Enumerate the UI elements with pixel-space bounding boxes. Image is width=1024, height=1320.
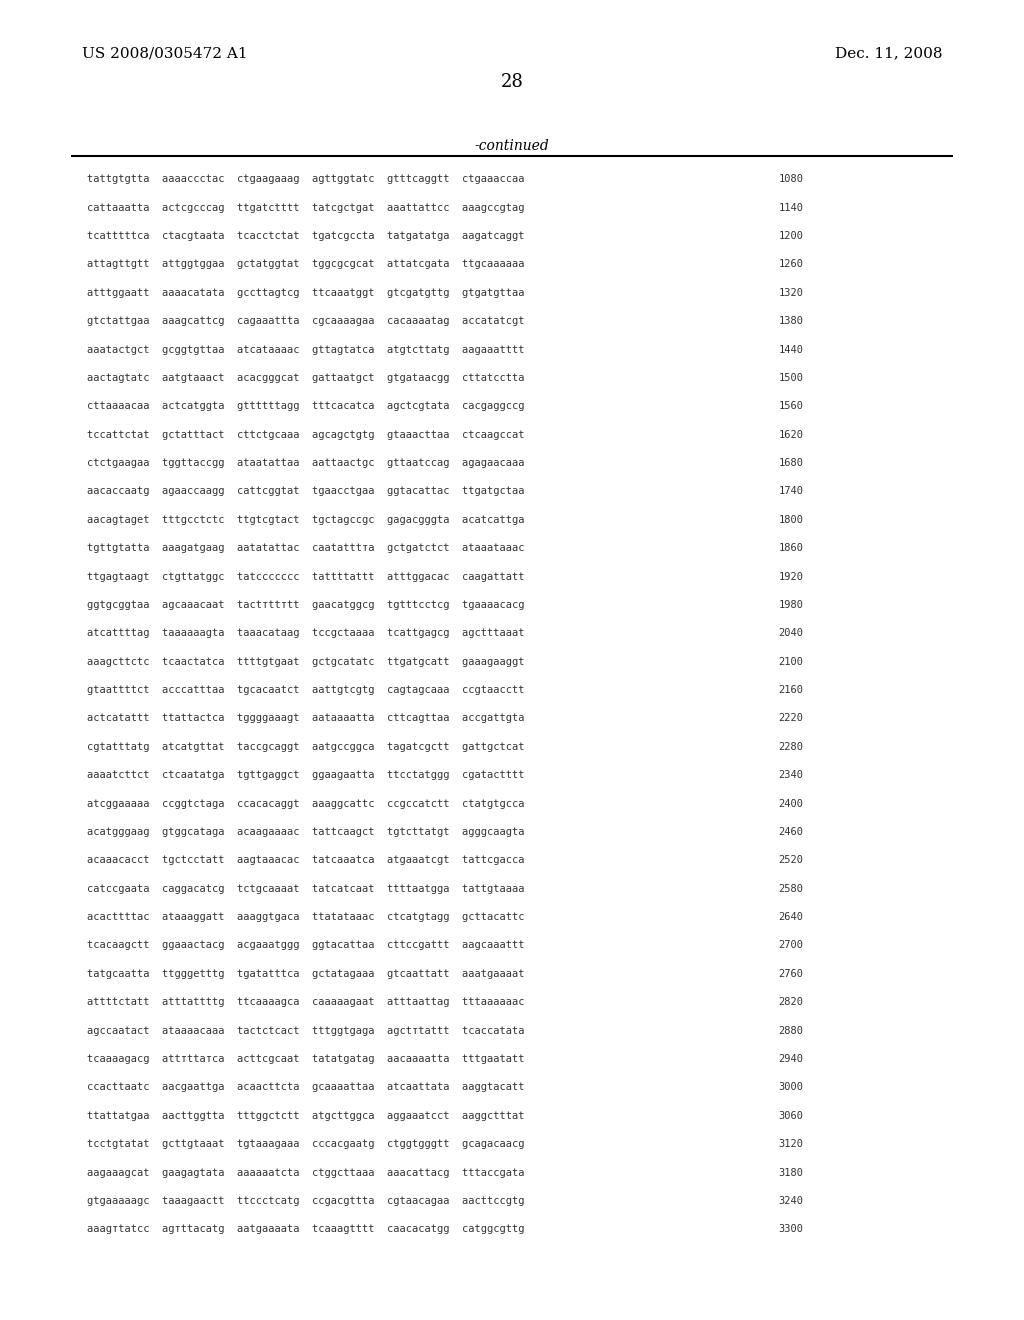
Text: -continued: -continued	[475, 139, 549, 153]
Text: 2760: 2760	[778, 969, 803, 979]
Text: ccacttaatc  aacgaattga  acaacttcta  gcaaaattaa  atcaattata  aaggtacatt: ccacttaatc aacgaattga acaacttcta gcaaaat…	[87, 1082, 524, 1093]
Text: 2400: 2400	[778, 799, 803, 809]
Text: Dec. 11, 2008: Dec. 11, 2008	[835, 46, 942, 61]
Text: 2700: 2700	[778, 940, 803, 950]
Text: 2820: 2820	[778, 998, 803, 1007]
Text: aactagtatc  aatgtaaact  acacgggcat  gattaatgct  gtgataacgg  cttatcctta: aactagtatc aatgtaaact acacgggcat gattaat…	[87, 372, 524, 383]
Text: atcggaaaaa  ccggtctaga  ccacacaggt  aaaggcattc  ccgccatctt  ctatgtgcca: atcggaaaaa ccggtctaga ccacacaggt aaaggca…	[87, 799, 524, 809]
Text: 2880: 2880	[778, 1026, 803, 1036]
Text: aacagtaget  tttgcctctc  ttgtcgtact  tgctagccgc  gagacgggta  acatcattga: aacagtaget tttgcctctc ttgtcgtact tgctagc…	[87, 515, 524, 525]
Text: tcacaagctt  ggaaactacg  acgaaatggg  ggtacattaa  cttccgattt  aagcaaattt: tcacaagctt ggaaactacg acgaaatggg ggtacat…	[87, 940, 524, 950]
Text: 2640: 2640	[778, 912, 803, 923]
Text: tcaaaagacg  attтttатca  acttcgcaat  tatatgatag  aacaaaatta  tttgaatatt: tcaaaagacg attтttатca acttcgcaat tatatga…	[87, 1053, 524, 1064]
Text: gtaattttct  acccatttaa  tgcacaatct  aattgtcgtg  cagtagcaaa  ccgtaacctt: gtaattttct acccatttaa tgcacaatct aattgtc…	[87, 685, 524, 696]
Text: agccaatact  ataaaacaaa  tactctcact  tttggtgaga  agctтtattt  tcaccatata: agccaatact ataaaacaaa tactctcact tttggtg…	[87, 1026, 524, 1036]
Text: ttgagtaagt  ctgttatggc  tatccccccс  tattttattt  atttggacac  caagattatt: ttgagtaagt ctgttatggc tatccccccс tatttta…	[87, 572, 524, 582]
Text: 2040: 2040	[778, 628, 803, 639]
Text: 2460: 2460	[778, 826, 803, 837]
Text: 1140: 1140	[778, 202, 803, 213]
Text: 1380: 1380	[778, 317, 803, 326]
Text: 1440: 1440	[778, 345, 803, 355]
Text: 3180: 3180	[778, 1167, 803, 1177]
Text: 1800: 1800	[778, 515, 803, 525]
Text: cgtatttatg  atcatgttat  taccgcaggt  aatgccggca  tagatcgctt  gattgctcat: cgtatttatg atcatgttat taccgcaggt aatgccg…	[87, 742, 524, 752]
Text: 1080: 1080	[778, 174, 803, 185]
Text: aagaaagcat  gaagagtata  aaaaaatcta  ctggcttaaa  aaacattacg  tttaccgata: aagaaagcat gaagagtata aaaaaatcta ctggctt…	[87, 1167, 524, 1177]
Text: 1560: 1560	[778, 401, 803, 412]
Text: 1320: 1320	[778, 288, 803, 298]
Text: acacttttac  ataaaggatt  aaaggtgaca  ttatataaac  ctcatgtagg  gcttacattc: acacttttac ataaaggatt aaaggtgaca ttatata…	[87, 912, 524, 923]
Text: tcatttttca  ctacgtaata  tcacctctat  tgatcgccta  tatgatatga  aagatcaggt: tcatttttca ctacgtaata tcacctctat tgatcgc…	[87, 231, 524, 242]
Text: 3120: 3120	[778, 1139, 803, 1150]
Text: 1500: 1500	[778, 372, 803, 383]
Text: gtgaaaaagc  taaagaactt  ttccctcatg  ccgacgttta  cgtaacagaa  aacttccgtg: gtgaaaaagc taaagaactt ttccctcatg ccgacgt…	[87, 1196, 524, 1206]
Text: cttaaaacaa  actcatggta  gttttttagg  tttcacatca  agctcgtata  cacgaggccg: cttaaaacaa actcatggta gttttttagg tttcaca…	[87, 401, 524, 412]
Text: acaaacacct  tgctcctatt  aagtaaacac  tatcaaatca  atgaaatcgt  tattcgacca: acaaacacct tgctcctatt aagtaaacac tatcaaa…	[87, 855, 524, 866]
Text: 2220: 2220	[778, 713, 803, 723]
Text: ttattatgaa  aacttggtta  tttggctctt  atgcttggca  aggaaatcct  aaggctttat: ttattatgaa aacttggtta tttggctctt atgcttg…	[87, 1110, 524, 1121]
Text: 2280: 2280	[778, 742, 803, 752]
Text: cattaaatta  actcgcccag  ttgatctttt  tatcgctgat  aaattattcc  aaagccgtag: cattaaatta actcgcccag ttgatctttt tatcgct…	[87, 202, 524, 213]
Text: tgttgtatta  aaagatgaag  aatatattac  caatatttта  gctgatctct  ataaataaac: tgttgtatta aaagatgaag aatatattac caatatt…	[87, 544, 524, 553]
Text: attagttgtt  attggtggaa  gctatggtat  tggcgcgcat  attatcgata  ttgcaaaaaa: attagttgtt attggtggaa gctatggtat tggcgcg…	[87, 260, 524, 269]
Text: aaagтtatcc  agтttacatg  aatgaaaata  tcaaagtttt  caacacatgg  catggcgttg: aaagтtatcc agтttacatg aatgaaaata tcaaagt…	[87, 1225, 524, 1234]
Text: ggtgcggtaa  agcaaacaat  tactтttтtt  gaacatggcg  tgtttcctcg  tgaaaacacg: ggtgcggtaa agcaaacaat tactтttтtt gaacatg…	[87, 599, 524, 610]
Text: tcctgtatat  gcttgtaaat  tgtaaagaaa  cccacgaatg  ctggtgggtt  gcagacaacg: tcctgtatat gcttgtaaat tgtaaagaaa cccacga…	[87, 1139, 524, 1150]
Text: aacaccaatg  agaaccaagg  cattcggtat  tgaacctgaa  ggtacattac  ttgatgctaa: aacaccaatg agaaccaagg cattcggtat tgaacct…	[87, 487, 524, 496]
Text: 1620: 1620	[778, 430, 803, 440]
Text: gtctattgaa  aaagcattcg  cagaaattta  cgcaaaagaa  cacaaaatag  accatatcgt: gtctattgaa aaagcattcg cagaaattta cgcaaaa…	[87, 317, 524, 326]
Text: tattgtgtta  aaaaccctac  ctgaagaaag  agttggtatc  gtttcaggtt  ctgaaaccaa: tattgtgtta aaaaccctac ctgaagaaag agttggt…	[87, 174, 524, 185]
Text: 2340: 2340	[778, 770, 803, 780]
Text: aaaatcttct  ctcaatatga  tgttgaggct  ggaagaatta  ttcctatggg  cgatactttt: aaaatcttct ctcaatatga tgttgaggct ggaagaa…	[87, 770, 524, 780]
Text: 2940: 2940	[778, 1053, 803, 1064]
Text: 1260: 1260	[778, 260, 803, 269]
Text: attttctatt  atttattttg  ttcaaaagca  caaaaagaat  atttaattag  tttaaaaaac: attttctatt atttattttg ttcaaaagca caaaaag…	[87, 998, 524, 1007]
Text: 28: 28	[501, 73, 523, 91]
Text: 1920: 1920	[778, 572, 803, 582]
Text: tccattctat  gctatttact  cttctgcaaa  agcagctgtg  gtaaacttaa  ctcaagccat: tccattctat gctatttact cttctgcaaa agcagct…	[87, 430, 524, 440]
Text: 2520: 2520	[778, 855, 803, 866]
Text: 2160: 2160	[778, 685, 803, 696]
Text: 3240: 3240	[778, 1196, 803, 1206]
Text: 1980: 1980	[778, 599, 803, 610]
Text: acatgggaag  gtggcataga  acaagaaaac  tattcaagct  tgtcttatgt  agggcaagta: acatgggaag gtggcataga acaagaaaac tattcaa…	[87, 826, 524, 837]
Text: US 2008/0305472 A1: US 2008/0305472 A1	[82, 46, 248, 61]
Text: tatgcaatta  ttgggetttg  tgatatttca  gctatagaaa  gtcaattatt  aaatgaaaat: tatgcaatta ttgggetttg tgatatttca gctatag…	[87, 969, 524, 979]
Text: actcatattt  ttattactca  tggggaaagt  aataaaatta  cttcagttaa  accgattgta: actcatattt ttattactca tggggaaagt aataaaa…	[87, 713, 524, 723]
Text: 3300: 3300	[778, 1225, 803, 1234]
Text: 1860: 1860	[778, 544, 803, 553]
Text: aaagcttctc  tcaactatca  ttttgtgaat  gctgcatatc  ttgatgcatt  gaaagaaggt: aaagcttctc tcaactatca ttttgtgaat gctgcat…	[87, 657, 524, 667]
Text: 2100: 2100	[778, 657, 803, 667]
Text: atttggaatt  aaaacatata  gccttagtcg  ttcaaatggt  gtcgatgttg  gtgatgttaa: atttggaatt aaaacatata gccttagtcg ttcaaat…	[87, 288, 524, 298]
Text: 3060: 3060	[778, 1110, 803, 1121]
Text: atcattttag  taaaaaagta  taaacataag  tccgctaaaa  tcattgagcg  agctttaaat: atcattttag taaaaaagta taaacataag tccgcta…	[87, 628, 524, 639]
Text: 1740: 1740	[778, 487, 803, 496]
Text: catccgaata  caggacatcg  tctgcaaaat  tatcatcaat  ttttaatgga  tattgtaaaa: catccgaata caggacatcg tctgcaaaat tatcatc…	[87, 884, 524, 894]
Text: 1200: 1200	[778, 231, 803, 242]
Text: 1680: 1680	[778, 458, 803, 469]
Text: aaatactgct  gcggtgttaa  atcataaaac  gttagtatca  atgtcttatg  aagaaatttt: aaatactgct gcggtgttaa atcataaaac gttagta…	[87, 345, 524, 355]
Text: ctctgaagaa  tggttaccgg  ataatattaa  aattaactgc  gttaatccag  agagaacaaa: ctctgaagaa tggttaccgg ataatattaa aattaac…	[87, 458, 524, 469]
Text: 2580: 2580	[778, 884, 803, 894]
Text: 3000: 3000	[778, 1082, 803, 1093]
